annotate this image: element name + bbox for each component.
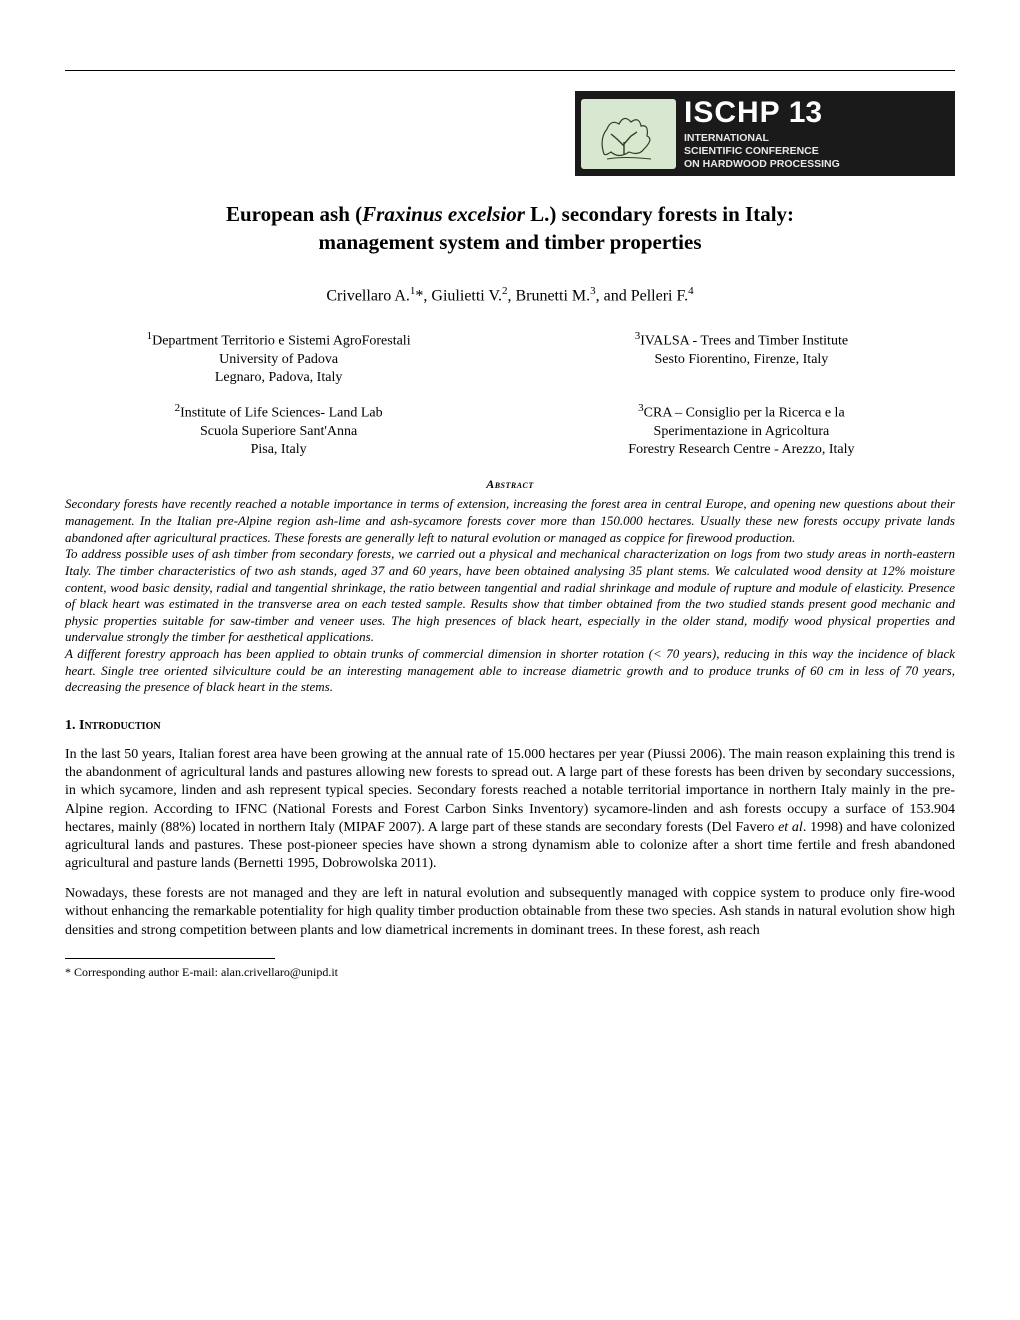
affil-4-l3: Forestry Research Centre - Arezzo, Italy	[628, 442, 854, 457]
abstract-heading: Abstract	[65, 477, 955, 492]
logo-tree-graphic	[581, 99, 676, 169]
logo-year: 13	[789, 96, 822, 130]
logo-sub-line3: ON HARDWOOD PROCESSING	[684, 158, 840, 171]
logo-box: ISCHP 13 INTERNATIONAL SCIENTIFIC CONFER…	[575, 91, 955, 176]
affil-4-l1: CRA – Consiglio per la Ricerca e la	[644, 406, 845, 421]
affil-2: 2Institute of Life Sciences- Land Lab Sc…	[65, 401, 492, 459]
affil-4-l2: Sperimentazione in Agricoltura	[654, 424, 830, 439]
section-1-heading: 1. Introduction	[65, 718, 955, 734]
affiliations-row-1: 1Department Territorio e Sistemi AgroFor…	[65, 329, 955, 387]
logo-text-block: ISCHP 13 INTERNATIONAL SCIENTIFIC CONFER…	[684, 96, 840, 171]
paper-title: European ash (Fraxinus excelsior L.) sec…	[65, 200, 955, 257]
affil-1-l2: University of Padova	[219, 352, 338, 367]
affil-3-l2: Sesto Fiorentino, Firenze, Italy	[655, 352, 829, 367]
affil-3-l1: IVALSA - Trees and Timber Institute	[640, 334, 848, 349]
section-1-p2: Nowadays, these forests are not managed …	[65, 885, 955, 940]
abstract-p1: Secondary forests have recently reached …	[65, 496, 955, 546]
affil-2-l1: Institute of Life Sciences- Land Lab	[180, 406, 383, 421]
section-1-num: 1.	[65, 718, 79, 733]
affil-1-l3: Legnaro, Padova, Italy	[215, 370, 343, 385]
title-species: Fraxinus excelsior	[362, 202, 525, 226]
conference-logo-block: ISCHP 13 INTERNATIONAL SCIENTIFIC CONFER…	[65, 91, 955, 176]
affil-2-l2: Scuola Superiore Sant'Anna	[200, 424, 357, 439]
corresponding-author-footnote: * Corresponding author E-mail: alan.criv…	[65, 965, 955, 980]
logo-subtitle: INTERNATIONAL SCIENTIFIC CONFERENCE ON H…	[684, 132, 840, 171]
affil-3: 3IVALSA - Trees and Timber Institute Ses…	[528, 329, 955, 387]
abstract-p3: A different forestry approach has been a…	[65, 646, 955, 696]
section-1-title: Introduction	[79, 718, 161, 733]
author-3: Brunetti M.	[515, 287, 590, 304]
affil-2-l3: Pisa, Italy	[251, 442, 307, 457]
logo-ischp-text: ISCHP	[684, 96, 781, 130]
affiliations-row-2: 2Institute of Life Sciences- Land Lab Sc…	[65, 401, 955, 459]
abstract-p2: To address possible uses of ash timber f…	[65, 546, 955, 646]
section-1-body: In the last 50 years, Italian forest are…	[65, 746, 955, 940]
tree-icon	[589, 104, 669, 164]
logo-ischp-row: ISCHP 13	[684, 96, 840, 130]
affil-1: 1Department Territorio e Sistemi AgroFor…	[65, 329, 492, 387]
title-pre: European ash (	[226, 202, 362, 226]
author-2: Giulietti V.	[431, 287, 502, 304]
title-line2: management system and timber properties	[65, 228, 955, 256]
affil-1-l1: Department Territorio e Sistemi AgroFore…	[152, 334, 411, 349]
author-4: Pelleri F.	[631, 287, 688, 304]
affil-4: 3CRA – Consiglio per la Ricerca e la Spe…	[528, 401, 955, 459]
top-horizontal-rule	[65, 70, 955, 71]
title-line1: European ash (Fraxinus excelsior L.) sec…	[65, 200, 955, 228]
author-1: Crivellaro A.	[326, 287, 410, 304]
title-post: L.) secondary forests in Italy:	[525, 202, 794, 226]
authors-line: Crivellaro A.1*, Giulietti V.2, Brunetti…	[65, 285, 955, 305]
logo-sub-line2: SCIENTIFIC CONFERENCE	[684, 145, 840, 158]
sep: , and	[596, 287, 631, 304]
abstract-body: Secondary forests have recently reached …	[65, 496, 955, 696]
footnote-rule	[65, 958, 275, 959]
p1-etal: et al	[778, 820, 803, 835]
author-4-sup: 4	[688, 285, 694, 297]
logo-sub-line1: INTERNATIONAL	[684, 132, 840, 145]
section-1-p1: In the last 50 years, Italian forest are…	[65, 746, 955, 873]
